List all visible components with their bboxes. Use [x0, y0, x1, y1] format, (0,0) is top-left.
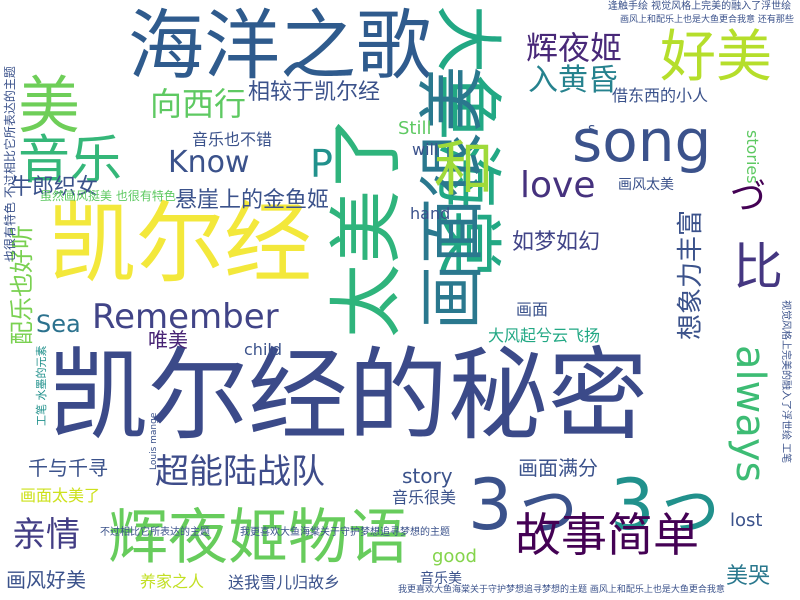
word: 超能陆战队 [155, 452, 325, 492]
word: づ [730, 177, 767, 218]
word: 送我雪儿归故乡 [228, 573, 341, 592]
word: Louis mange [149, 412, 159, 470]
word: 3っ [468, 464, 583, 546]
word: 画面满分 [518, 456, 598, 480]
word: child [244, 340, 282, 359]
word: 画面 [516, 300, 549, 319]
word: 我更喜欢大鱼海棠关于守护梦想追寻梦想的主题 [240, 527, 450, 538]
word: stories [743, 130, 762, 184]
word: P [310, 142, 333, 186]
word: always [727, 345, 773, 483]
word: song [572, 107, 712, 175]
word: 凯尔经的秘密 [48, 337, 648, 454]
word: 千与千寻 [28, 456, 108, 480]
word: 辉夜姬物语 [108, 503, 408, 573]
word: 向西行 [150, 85, 247, 123]
word: 画风太美 [618, 177, 674, 193]
word: 也很有特色 不过相比它所表达的主题 [3, 66, 17, 262]
word: 画风上和配乐上也是大鱼更合我意 还有那些 [620, 15, 794, 25]
word: 辉夜姬 [526, 29, 623, 67]
word: 相较于凯尔经 [248, 80, 381, 105]
word: 好美 [660, 25, 772, 90]
word: 工笔 水墨的元素 [35, 345, 48, 427]
word: s [588, 121, 596, 137]
word: 和 [434, 135, 494, 205]
word: love [520, 165, 596, 206]
word: lost [730, 510, 763, 531]
word: 唯美 [148, 328, 188, 352]
word: 亲情 [12, 515, 80, 555]
word: 故事简单 [515, 508, 699, 562]
word: 大风起兮云飞扬 [488, 326, 601, 345]
word: 养家之人 [140, 572, 205, 591]
word: good [432, 546, 477, 567]
word: 悬崖上的金鱼姬 [175, 188, 330, 213]
word: Know [168, 145, 250, 180]
word: 画面太美了 [20, 486, 101, 505]
word: 虽然画风挺美 也很有特色 [40, 189, 176, 203]
word: 美 [18, 69, 81, 142]
word: 3っ [610, 464, 725, 546]
word: 借东西的小人 [612, 86, 709, 105]
word: Remember [92, 297, 279, 337]
word: 画风好美 [6, 568, 86, 592]
word: 音乐也不错 [192, 130, 273, 149]
word: 音乐美 [420, 571, 462, 587]
word: 美哭 [726, 564, 771, 589]
word: 音乐很美 [392, 488, 457, 507]
word: 逢触手绘 视觉风格上完美的融入了浮世绘 [608, 1, 792, 12]
word: 凯尔经 [48, 192, 313, 295]
word: 海洋之歌 [128, 1, 432, 90]
word: story [402, 464, 453, 488]
word: Sea [36, 310, 81, 338]
word: 音乐 [18, 131, 123, 191]
word: 不过相比它所表达的主题 [100, 527, 210, 538]
word: hand [410, 204, 451, 223]
word: Still [398, 118, 432, 139]
word: 牛郎织女 [10, 175, 99, 200]
word: 比 [733, 238, 783, 296]
word: 想象力丰富 [676, 209, 706, 340]
word: 我更喜欢大鱼海棠关于守护梦想追寻梦想的主题 画风上和配乐上也是大鱼更合我意 [398, 585, 725, 595]
word: will [412, 140, 439, 159]
word: 如梦如幻 [512, 230, 601, 255]
word: 视觉风格上完美的融入了浮世绘 工笔 [780, 300, 791, 464]
word: 太美了 [324, 116, 410, 338]
word: 入黄昏 [528, 63, 618, 98]
